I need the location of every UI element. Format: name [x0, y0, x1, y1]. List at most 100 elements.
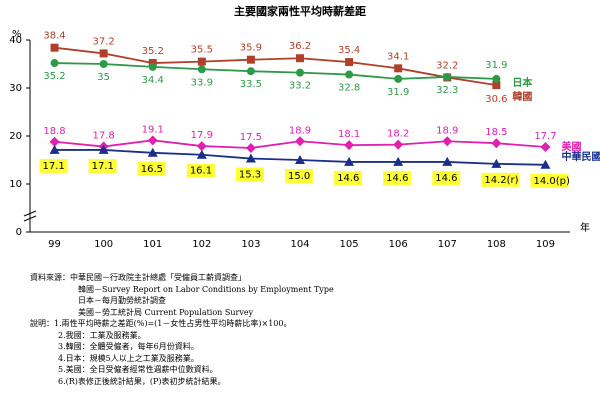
label-box	[186, 163, 215, 178]
data-label: 31.9	[387, 87, 409, 98]
data-label: 14.2(r)	[484, 175, 518, 186]
x-tick-label: 105	[340, 239, 359, 250]
note-line: 說明：1.兩性平均時薪之差距(%)=(1－女性占男性平均時薪比率)×100。	[30, 319, 292, 328]
marker	[443, 72, 452, 81]
marker	[98, 144, 109, 154]
marker	[148, 62, 157, 71]
marker	[394, 64, 403, 73]
label-box	[481, 172, 520, 187]
y-tick-label: 10	[9, 179, 22, 190]
data-label: 18.2	[387, 129, 409, 140]
data-label: 32.3	[436, 85, 458, 96]
note-line: 韓國－Survey Report on Labor Conditions by …	[78, 284, 334, 294]
marker	[295, 136, 305, 147]
x-tick-label: 102	[192, 239, 211, 250]
data-label: 18.9	[289, 125, 311, 136]
legend-label: 韓國	[512, 90, 532, 103]
marker	[442, 136, 453, 147]
marker	[295, 155, 305, 164]
data-label: 18.8	[43, 126, 65, 137]
marker	[296, 54, 304, 63]
y-tick-label: 20	[9, 131, 22, 142]
data-label: 17.8	[93, 131, 115, 142]
data-label: 17.9	[191, 130, 213, 141]
marker	[246, 55, 255, 64]
data-label: 37.2	[93, 36, 115, 47]
data-label: 38.4	[43, 31, 65, 42]
marker	[245, 153, 256, 163]
data-label: 19.1	[142, 124, 164, 135]
data-label: 17.7	[534, 131, 556, 142]
marker	[492, 74, 501, 83]
legend-label: 美國	[561, 140, 581, 153]
y-tick-label: 0	[16, 227, 22, 238]
series-line	[54, 46, 497, 87]
data-label: 14.6	[435, 173, 457, 184]
marker	[344, 156, 355, 166]
label-box	[432, 170, 461, 185]
label-box	[137, 161, 166, 176]
marker	[49, 136, 60, 147]
data-label: 18.1	[338, 129, 360, 140]
legend-label: 日本	[512, 76, 533, 89]
data-label: 17.1	[92, 161, 114, 172]
x-tick-label: 104	[290, 239, 309, 250]
data-label: 18.5	[485, 127, 507, 138]
note-line: 6.(R)表修正後統計結果，(P)表初步統計結果。	[58, 376, 226, 386]
marker	[99, 60, 108, 68]
x-tick-label: 100	[94, 239, 113, 250]
x-tick-label: 106	[389, 239, 408, 250]
chart: 主要國家兩性平均時薪差距 % 年 0 10 20 30 40 99 100 101 102 103…	[9, 4, 600, 250]
label-box	[88, 158, 117, 173]
x-tick-label: 101	[143, 239, 162, 250]
data-label: 35.5	[191, 45, 213, 56]
series-line	[54, 62, 497, 80]
data-label: 33.2	[289, 81, 311, 92]
data-label: 32.8	[338, 83, 360, 94]
marker	[394, 74, 403, 83]
y-tick-label: 30	[9, 83, 22, 94]
marker	[492, 81, 501, 90]
data-label: 35.2	[142, 46, 164, 57]
y-tick-label: 40	[9, 35, 22, 46]
label-box	[39, 158, 68, 173]
data-label: 34.1	[387, 51, 409, 62]
data-label: 15.0	[288, 171, 310, 182]
x-tick-label: 109	[536, 239, 555, 250]
axis-break	[23, 210, 37, 222]
label-box	[334, 170, 363, 185]
data-label: 14.6	[337, 173, 359, 184]
label-box	[235, 167, 264, 182]
marker	[245, 143, 256, 153]
x-tick-label: 99	[48, 239, 61, 250]
data-label: 16.1	[190, 166, 212, 177]
marker	[491, 138, 502, 149]
marker	[49, 144, 60, 154]
note-line: 4.日本：規模5人以上之工業及服務業。	[58, 353, 199, 363]
data-label: 16.5	[141, 164, 163, 175]
data-label: 35.4	[338, 45, 360, 56]
note-line: 資料來源：中華民國－行政院主計總處「受僱員工薪資調查」	[30, 273, 246, 282]
notes: 資料來源：中華民國－行政院主計總處「受僱員工薪資調查」韓國－Survey Rep…	[30, 272, 334, 387]
marker	[196, 149, 207, 159]
marker	[393, 139, 404, 150]
marker	[197, 65, 206, 74]
chart-title: 主要國家兩性平均時薪差距	[234, 4, 366, 18]
marker	[540, 142, 551, 153]
data-label: 32.2	[436, 60, 458, 71]
note-line: 5.美國：全日受僱者經常性週薪中位數資料。	[58, 365, 218, 374]
data-label: 34.4	[142, 75, 164, 86]
note-line: 2.我國：工業及服務業。	[58, 330, 146, 340]
marker	[393, 156, 404, 166]
data-label: 14.6	[386, 173, 408, 184]
data-label: 33.5	[240, 79, 262, 90]
marker	[491, 158, 502, 168]
marker	[296, 68, 304, 77]
marker	[196, 141, 207, 152]
data-label: 17.5	[240, 132, 262, 143]
marker	[246, 67, 255, 76]
data-label: 30.6	[485, 94, 507, 105]
marker	[345, 58, 354, 67]
marker	[50, 59, 59, 68]
